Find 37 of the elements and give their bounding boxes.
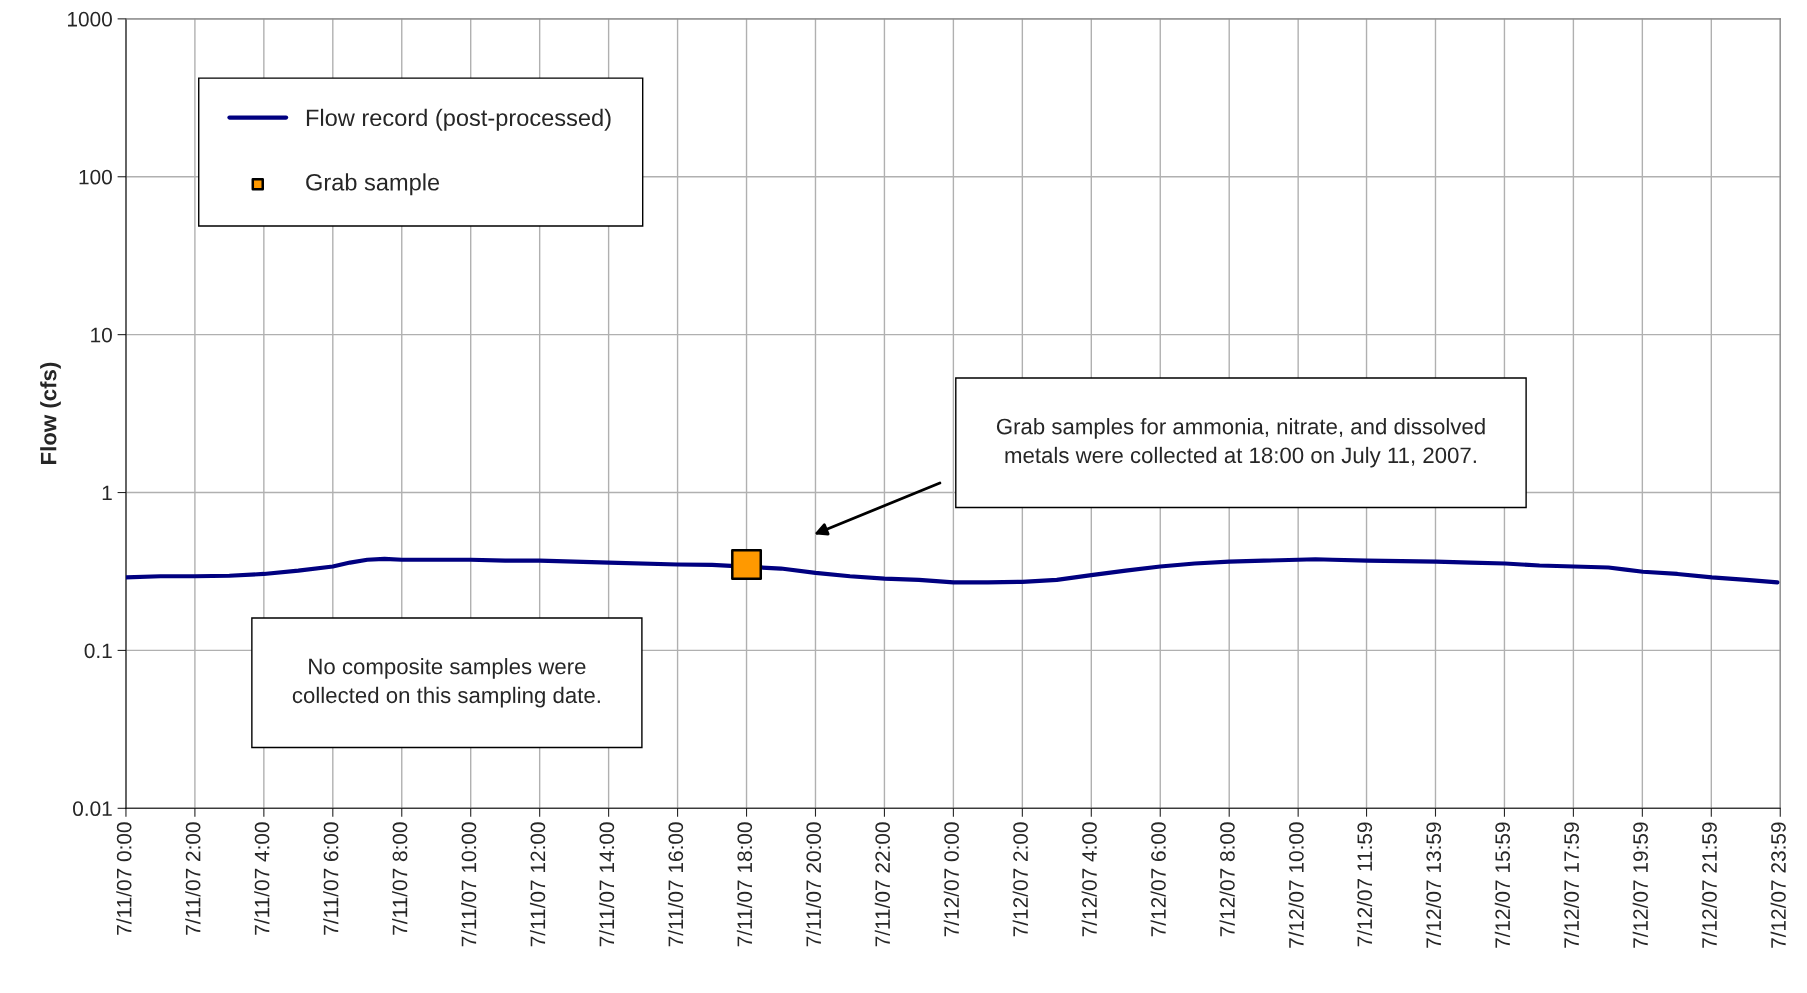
x-tick-label: 7/11/07 18:00 [736,822,753,947]
x-tick-label: 7/12/07 2:00 [1012,822,1028,937]
x-tick-label: 7/12/07 19:59 [1632,822,1648,948]
y-tick-label: 1000 [68,11,112,27]
x-tick-label: 7/12/07 4:00 [1081,822,1097,937]
y-tick-label: 0.1 [84,643,112,659]
y-axis-title: Flow (cfs) [40,362,61,464]
x-tick-label: 7/11/07 22:00 [874,822,891,947]
x-tick-label: 7/12/07 0:00 [943,822,959,937]
y-tick-label: 100 [79,169,112,185]
x-tick-label: 7/11/07 14:00 [598,822,615,947]
y-tick-label: 1 [102,485,112,501]
x-tick-label: 7/12/07 11:59 [1356,822,1373,947]
x-tick-label: 7/12/07 21:59 [1701,822,1717,948]
x-tick-label: 7/12/07 8:00 [1219,822,1235,937]
x-tick-label: 7/12/07 13:59 [1425,822,1442,948]
x-tick-label: 7/11/07 4:00 [254,822,270,935]
legend-label: Grab sample [306,173,440,196]
x-tick-label: 7/12/07 10:00 [1288,822,1304,948]
x-tick-label: 7/11/07 2:00 [185,822,201,935]
x-tick-label: 7/11/07 20:00 [805,822,822,947]
x-tick-label: 7/11/07 16:00 [667,822,684,947]
y-tick-label: 0.01 [73,801,112,817]
line-series [125,556,1780,585]
x-tick-label: 7/11/07 0:00 [116,822,132,935]
x-tick-label: 7/12/07 6:00 [1150,822,1166,937]
x-tick-label: 7/11/07 6:00 [323,822,339,935]
annotation: No composite samples were collected on this sampling date. [292,658,600,708]
x-tick-label: 7/12/07 15:59 [1494,822,1511,948]
x-tick-label: 7/12/07 17:59 [1563,822,1579,948]
x-tick-label: 7/11/07 8:00 [392,822,408,935]
annotation: Grab samples for ammonia, nitrate, and dissolved metals were collected at 18:00 on July 11, 2007. [996,418,1485,468]
x-tick-label: 7/11/07 12:00 [529,822,546,947]
x-tick-label: 7/11/07 10:00 [461,822,477,947]
legend-label: Flow record (post-processed) [306,108,611,131]
x-tick-label: 7/12/07 23:59 [1770,822,1786,948]
y-tick-label: 10 [91,327,112,343]
